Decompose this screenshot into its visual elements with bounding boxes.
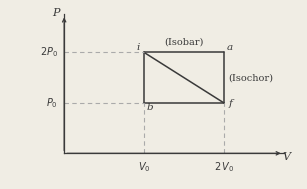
Text: $2\,V_0$: $2\,V_0$ xyxy=(214,160,234,174)
Text: b: b xyxy=(146,103,153,112)
Text: (Isochor): (Isochor) xyxy=(229,73,274,82)
Text: i: i xyxy=(137,43,140,52)
Text: V: V xyxy=(282,152,290,162)
Text: $P_0$: $P_0$ xyxy=(46,96,58,110)
Text: (Isobar): (Isobar) xyxy=(164,38,204,47)
Text: $2P_0$: $2P_0$ xyxy=(40,46,58,59)
Text: a: a xyxy=(227,43,233,52)
Text: f: f xyxy=(228,99,232,108)
Text: P: P xyxy=(52,8,60,18)
Text: $V_0$: $V_0$ xyxy=(138,160,150,174)
